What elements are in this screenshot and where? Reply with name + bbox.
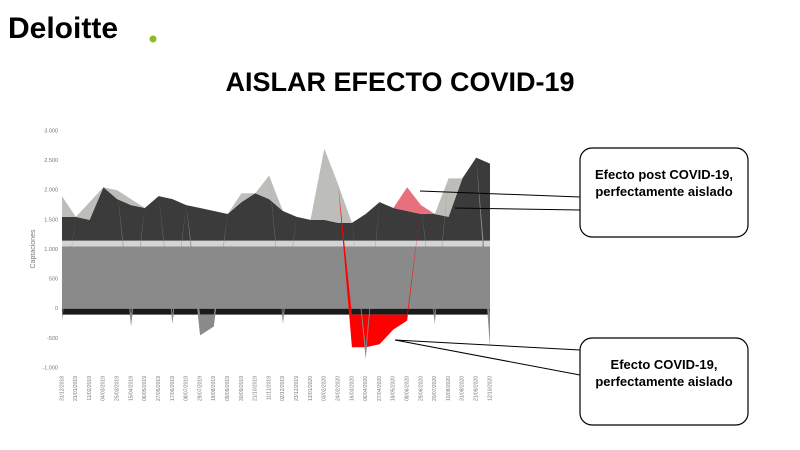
x-tick-label: 16/03/2020: [349, 376, 355, 401]
x-tick-label: 29/07/2019: [197, 376, 203, 401]
x-tick-label: 02/12/2019: [280, 376, 286, 401]
x-tick-label: 03/02/2020: [322, 376, 328, 401]
callout-box: [579, 337, 749, 426]
x-tick-label: 08/06/2020: [404, 376, 410, 401]
callout-box: [579, 147, 749, 238]
y-tick-label: -1.000: [42, 365, 58, 371]
x-tick-label: 06/04/2020: [363, 376, 369, 401]
y-tick-label: 3.000: [44, 128, 58, 134]
x-tick-label: 17/06/2019: [170, 376, 176, 401]
callout-pointer: [419, 190, 581, 198]
y-axis-label: Captaciones: [30, 229, 37, 268]
x-tick-label: 18/05/2020: [391, 376, 397, 401]
x-tick-label: 21/09/2020: [474, 376, 480, 401]
x-tick-label: 10/08/2020: [446, 376, 452, 401]
x-tick-label: 25/03/2019: [115, 376, 121, 401]
x-tick-label: 08/07/2019: [184, 376, 190, 401]
y-tick-label: -500: [47, 336, 58, 342]
x-tick-label: 04/03/2019: [101, 376, 107, 401]
chart-title: AISLAR EFECTO COVID-19: [225, 67, 574, 97]
x-tick-label: 15/04/2019: [128, 376, 134, 401]
brand-logo: Deloitte: [8, 12, 118, 45]
x-tick-label: 21/10/2019: [253, 376, 259, 401]
x-tick-label: 13/01/2020: [308, 376, 314, 401]
area: [62, 157, 490, 241]
y-tick-label: 1.000: [44, 247, 58, 253]
x-tick-label: 20/07/2020: [432, 376, 438, 401]
x-tick-label: 12/10/2020: [487, 376, 493, 401]
y-tick-label: 0: [55, 306, 58, 312]
callout-pointer: [394, 339, 581, 376]
x-tick-label: 31/08/2020: [460, 376, 466, 401]
x-tick-label: 11/11/2019: [266, 376, 272, 401]
y-tick-label: 1.500: [44, 217, 58, 223]
plot-area: -1.000 -500 0 500 1.000 1.500 2.000 2.500 3.000 3…: [42, 128, 493, 401]
x-tick-label: 30/09/2019: [239, 376, 245, 401]
x-tick-label: 27/04/2020: [377, 376, 383, 401]
x-tick-label: 27/05/2019: [156, 376, 162, 401]
x-tick-label: 31/12/2018: [59, 376, 65, 401]
area: [62, 246, 490, 309]
x-tick-label: 19/08/2019: [211, 376, 217, 401]
x-tick-label: 23/12/2019: [294, 376, 300, 401]
y-tick-label: 2.000: [44, 188, 58, 194]
x-tick-label: 29/06/2020: [418, 376, 424, 401]
y-tick-label: 2.500: [44, 158, 58, 164]
callout-pointer: [394, 339, 581, 351]
callout-text: Efecto post COVID-19, perfectamente aisl…: [595, 167, 733, 199]
x-tick-label: 09/09/2019: [225, 376, 231, 401]
y-tick-label: 500: [49, 277, 58, 283]
area: [62, 148, 490, 223]
callout-text: Efecto COVID-19, perfectamente aislado: [595, 357, 733, 389]
x-tick-label: 21/01/2019: [73, 376, 79, 401]
area: [62, 240, 490, 247]
x-tick-label: 24/02/2020: [335, 376, 341, 401]
brand-dot: [149, 35, 157, 43]
x-tick-label: 11/02/2019: [87, 376, 93, 401]
area: [62, 308, 490, 315]
callout-pointer: [454, 207, 581, 211]
x-tick-label: 06/05/2019: [142, 376, 148, 401]
